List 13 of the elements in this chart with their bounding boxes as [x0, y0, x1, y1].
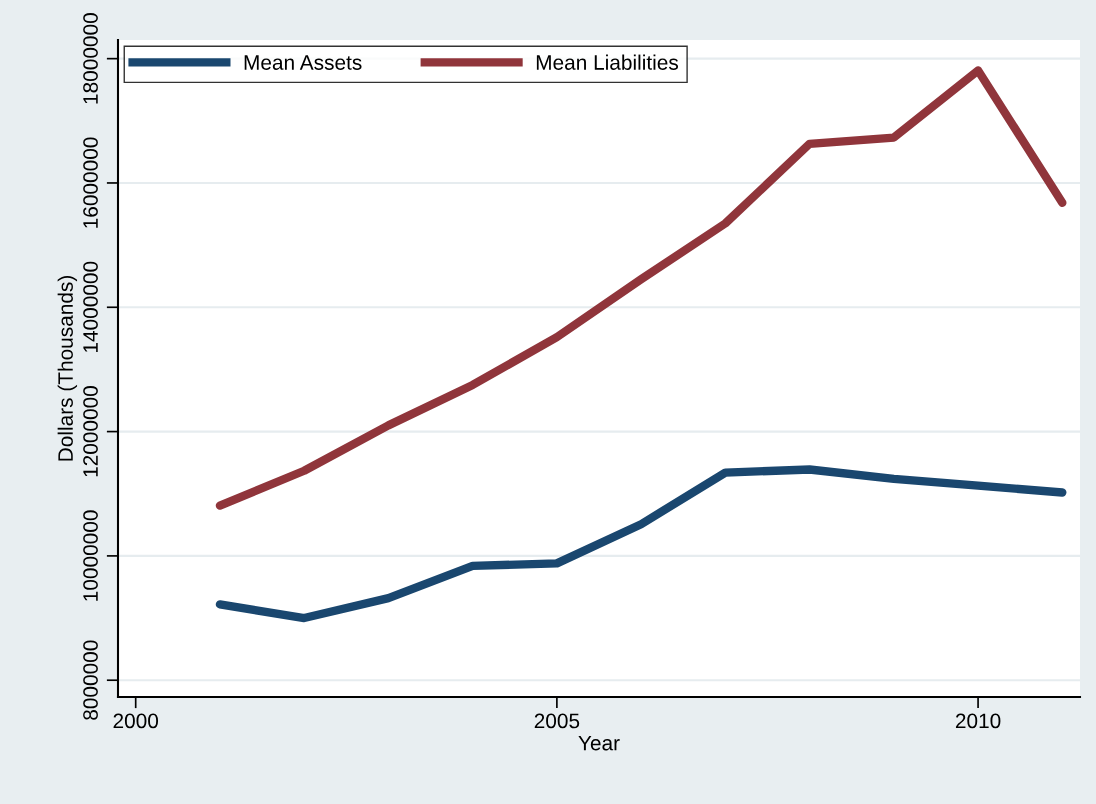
y-tick-label: 14000000: [83, 261, 98, 353]
x-tick-label: 2000: [113, 713, 159, 729]
y-tick-label: 16000000: [83, 137, 98, 228]
y-tick-label: 12000000: [83, 386, 98, 477]
x-tick-label: 2010: [955, 713, 1001, 729]
x-tick-label: 2005: [534, 713, 580, 729]
legend-label: Mean Liabilities: [536, 54, 679, 70]
y-tick-label: 10000000: [83, 510, 98, 601]
y-tick-label: 8000000: [83, 640, 98, 720]
legend-label: Mean Assets: [244, 55, 362, 70]
y-tick-label: 18000000: [83, 13, 98, 104]
y-axis-title: Dollars (Thousands): [57, 276, 78, 461]
x-axis-title: Year: [578, 735, 620, 751]
